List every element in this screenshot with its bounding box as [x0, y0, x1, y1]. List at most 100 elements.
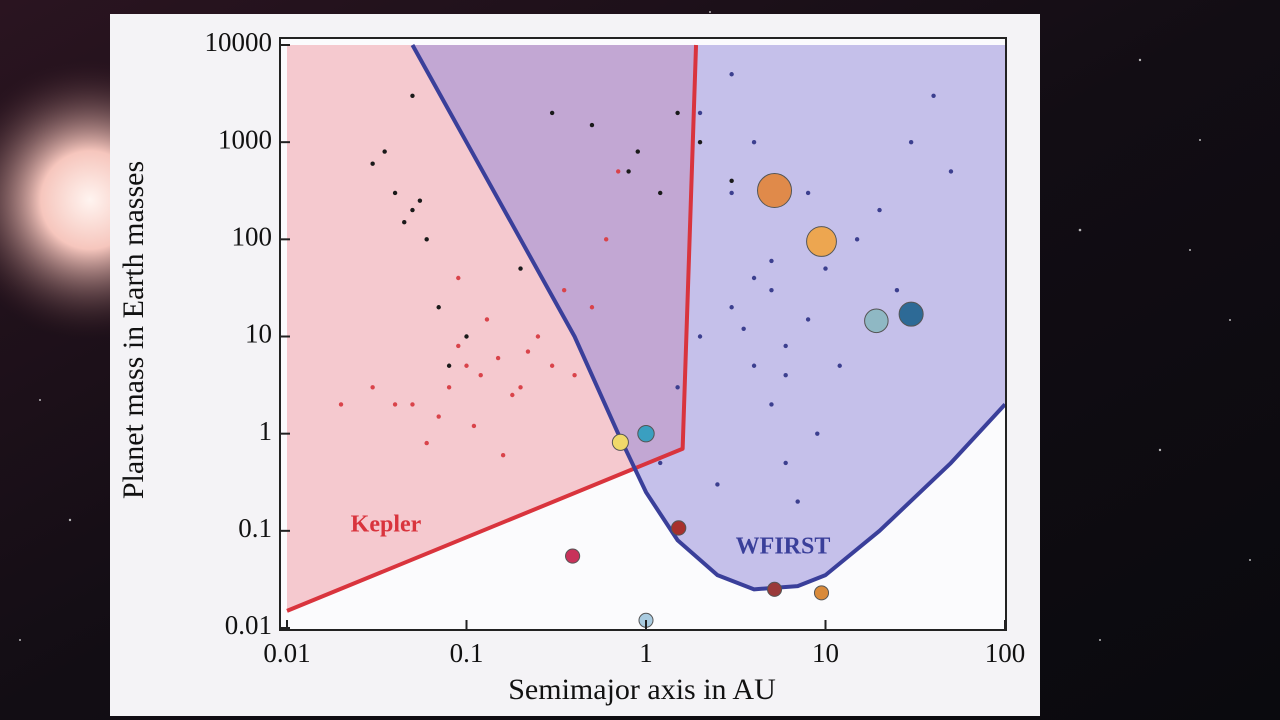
- data-point: [424, 440, 429, 446]
- y-tick-label: 100: [232, 222, 273, 252]
- region-boundary: [286, 44, 699, 613]
- data-point: [795, 499, 800, 504]
- data-point: [572, 372, 577, 378]
- data-point: [783, 343, 788, 349]
- data-point: [370, 385, 375, 390]
- data-point: [615, 169, 621, 174]
- data-point: [877, 207, 882, 213]
- data-point: [410, 402, 415, 407]
- data-point: [417, 198, 423, 203]
- data-point: [626, 169, 631, 174]
- data-point: [370, 161, 375, 166]
- data-point: [402, 220, 407, 225]
- planet: [611, 433, 629, 451]
- data-point: [854, 237, 860, 242]
- data-point: [783, 372, 788, 378]
- region-label: Kepler: [351, 512, 422, 538]
- planet: [898, 301, 924, 327]
- data-point: [589, 305, 595, 310]
- y-tick-label: 10000: [205, 27, 273, 57]
- x-axis-label: Semimajor axis in AU: [508, 673, 776, 706]
- y-tick-label: 0.1: [238, 513, 272, 543]
- data-point: [549, 363, 555, 368]
- data-point: [769, 258, 774, 264]
- data-point: [471, 423, 477, 429]
- planet: [813, 585, 830, 601]
- data-point: [484, 317, 490, 322]
- data-point: [751, 275, 757, 281]
- data-point: [769, 287, 774, 293]
- data-point: [729, 72, 734, 77]
- data-point: [837, 363, 842, 368]
- planet: [766, 581, 783, 597]
- y-tick-label: 1000: [218, 124, 272, 154]
- data-point: [675, 110, 680, 116]
- data-point: [495, 355, 501, 361]
- data-point: [410, 207, 415, 213]
- data-point: [697, 110, 703, 116]
- data-point: [464, 363, 469, 368]
- plot: Kepler WFIRST: [286, 44, 1007, 628]
- data-point: [436, 414, 441, 419]
- region-fill: [412, 45, 1006, 590]
- data-point: [436, 305, 441, 310]
- data-point: [769, 402, 774, 407]
- data-point: [478, 372, 483, 378]
- planet: [670, 520, 687, 536]
- stars: [19, 11, 1251, 641]
- region-boundary: [410, 44, 1007, 592]
- data-point: [658, 460, 663, 466]
- data-point: [603, 237, 609, 242]
- data-point: [751, 363, 757, 368]
- data-point: [729, 305, 734, 310]
- data-point: [697, 139, 703, 145]
- x-tick-label: 0.1: [450, 638, 484, 668]
- data-point: [424, 237, 429, 242]
- data-point: [561, 287, 567, 293]
- data-point: [783, 460, 788, 466]
- data-point: [446, 363, 452, 368]
- x-tick-label: 10: [812, 638, 839, 668]
- data-point: [931, 93, 936, 99]
- planet: [757, 172, 793, 209]
- data-point: [658, 190, 663, 196]
- plot-frame: [279, 37, 1007, 631]
- data-point: [823, 266, 828, 271]
- data-point: [338, 402, 344, 407]
- data-point: [549, 110, 555, 116]
- data-point: [382, 149, 387, 154]
- data-point: [464, 334, 469, 339]
- data-point: [392, 190, 398, 196]
- data-point: [948, 169, 954, 174]
- data-point: [729, 178, 734, 184]
- data-point: [535, 334, 541, 339]
- region-label: WFIRST: [736, 534, 831, 560]
- data-point: [741, 326, 746, 332]
- data-point: [805, 190, 811, 196]
- data-point: [525, 349, 531, 354]
- data-point: [715, 482, 720, 487]
- planet: [565, 548, 581, 564]
- data-point: [518, 266, 523, 271]
- data-point: [500, 453, 506, 458]
- x-tick-label: 1: [639, 638, 653, 668]
- data-point: [456, 275, 461, 281]
- x-tick-label: 100: [985, 638, 1026, 668]
- data-point: [518, 385, 523, 390]
- planet: [806, 226, 837, 257]
- data-point: [510, 392, 515, 398]
- planet: [637, 424, 655, 443]
- data-point: [697, 334, 703, 339]
- data-point: [392, 402, 398, 407]
- y-tick-label: 0.01: [225, 610, 272, 640]
- y-axis-label: Planet mass in Earth masses: [117, 161, 150, 499]
- x-tick-label: 0.01: [263, 638, 310, 668]
- data-point: [675, 385, 680, 390]
- data-point: [894, 287, 900, 293]
- data-point: [751, 139, 757, 145]
- data-point: [446, 385, 452, 390]
- data-point: [410, 93, 415, 99]
- data-point: [805, 317, 811, 322]
